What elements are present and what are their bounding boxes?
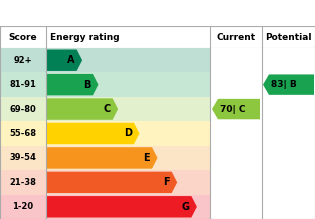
Text: 92+: 92+ — [14, 56, 32, 65]
Text: 81-91: 81-91 — [9, 80, 37, 89]
Text: E: E — [143, 153, 150, 163]
Text: Potential: Potential — [265, 32, 312, 41]
Bar — [0, 121, 210, 146]
Text: D: D — [124, 129, 132, 138]
Polygon shape — [46, 196, 197, 217]
Text: 55-68: 55-68 — [9, 129, 37, 138]
Bar — [0, 97, 210, 121]
Polygon shape — [263, 74, 314, 95]
Text: 1-20: 1-20 — [12, 202, 34, 211]
Text: B: B — [83, 80, 91, 90]
Polygon shape — [46, 172, 177, 193]
Text: 39-54: 39-54 — [9, 154, 37, 162]
Polygon shape — [46, 74, 99, 95]
Polygon shape — [212, 99, 260, 119]
Bar — [0, 48, 210, 72]
Text: 70| C: 70| C — [220, 104, 245, 114]
Bar — [0, 72, 210, 97]
Text: 83| B: 83| B — [271, 80, 297, 89]
Text: 69-80: 69-80 — [10, 104, 36, 114]
Text: A: A — [67, 55, 75, 65]
Text: Energy Efficiency Rating: Energy Efficiency Rating — [6, 7, 169, 19]
Polygon shape — [46, 49, 82, 71]
Polygon shape — [46, 98, 118, 120]
Text: G: G — [181, 202, 189, 212]
Text: 21-38: 21-38 — [9, 178, 37, 187]
Bar — [0, 194, 210, 219]
Text: C: C — [103, 104, 111, 114]
Text: Current: Current — [216, 32, 255, 41]
Text: Score: Score — [9, 32, 37, 41]
Text: F: F — [163, 177, 170, 187]
Polygon shape — [46, 123, 140, 144]
Bar — [0, 146, 210, 170]
Bar — [0, 170, 210, 194]
Text: Energy rating: Energy rating — [50, 32, 120, 41]
Polygon shape — [46, 147, 158, 169]
